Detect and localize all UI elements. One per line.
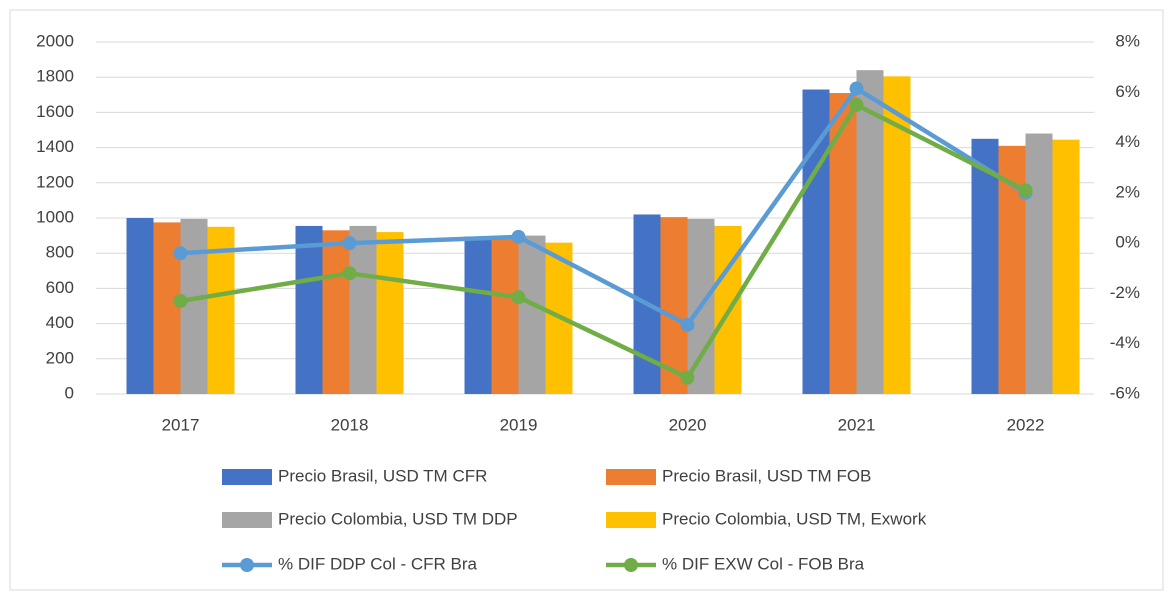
y2-tick-label: -2% bbox=[1110, 283, 1140, 302]
y2-tick-label: -4% bbox=[1110, 333, 1140, 352]
line-marker bbox=[849, 81, 864, 96]
bar bbox=[207, 226, 235, 394]
y2-tick-label: 4% bbox=[1115, 132, 1140, 151]
y-tick-label: 2000 bbox=[36, 31, 74, 50]
bar bbox=[491, 239, 519, 394]
y-tick-label: 0 bbox=[65, 383, 74, 402]
line bbox=[180, 102, 1027, 380]
y-tick-label: 1600 bbox=[36, 102, 74, 121]
x-tick-label: 2021 bbox=[838, 415, 876, 434]
y-tick-label: 600 bbox=[46, 278, 74, 297]
bar bbox=[376, 232, 404, 394]
bar bbox=[322, 230, 350, 394]
line-marker bbox=[849, 97, 864, 112]
legend-label: Precio Colombia, USD TM DDP bbox=[278, 509, 518, 528]
x-tick-label: 2022 bbox=[1007, 415, 1045, 434]
legend-label: Precio Brasil, USD TM FOB bbox=[662, 466, 871, 485]
bar bbox=[856, 70, 884, 394]
y-tick-label: 1000 bbox=[36, 207, 74, 226]
chart-border bbox=[9, 9, 1164, 591]
y2-tick-label: 0% bbox=[1115, 233, 1140, 252]
y-tick-label: 1200 bbox=[36, 172, 74, 191]
line-marker bbox=[173, 293, 188, 308]
bar bbox=[971, 138, 999, 394]
legend-swatch bbox=[606, 469, 656, 485]
line-marker bbox=[680, 317, 695, 332]
bar bbox=[464, 236, 492, 394]
x-tick-label: 2019 bbox=[500, 415, 538, 434]
y-tick-label: 1400 bbox=[36, 137, 74, 156]
line-marker bbox=[173, 246, 188, 261]
line-marker bbox=[342, 266, 357, 281]
y2-tick-label: 6% bbox=[1115, 82, 1140, 101]
x-tick-label: 2018 bbox=[331, 415, 369, 434]
legend-label: Precio Colombia, USD TM, Exwork bbox=[662, 509, 927, 528]
y2-tick-label: 8% bbox=[1115, 31, 1140, 50]
legend-label: Precio Brasil, USD TM CFR bbox=[278, 466, 487, 485]
legend-swatch bbox=[222, 469, 272, 485]
y2-tick-label: 2% bbox=[1115, 182, 1140, 201]
bar bbox=[518, 235, 546, 394]
y-tick-label: 1800 bbox=[36, 67, 74, 86]
line bbox=[180, 86, 1027, 328]
line-marker bbox=[511, 229, 526, 244]
bar bbox=[295, 225, 323, 394]
legend-label: % DIF EXW Col - FOB Bra bbox=[662, 554, 865, 573]
bar bbox=[802, 89, 830, 395]
bar bbox=[1052, 139, 1080, 394]
legend-swatch bbox=[240, 558, 254, 572]
bar bbox=[126, 218, 154, 394]
y-tick-label: 400 bbox=[46, 313, 74, 332]
line-marker bbox=[1018, 183, 1033, 198]
bar bbox=[1025, 133, 1053, 394]
line-marker bbox=[680, 370, 695, 385]
y-tick-label: 200 bbox=[46, 348, 74, 367]
y2-tick-label: -6% bbox=[1110, 383, 1140, 402]
line-marker bbox=[511, 290, 526, 305]
legend-swatch bbox=[606, 512, 656, 528]
legend-swatch bbox=[624, 558, 638, 572]
line-marker bbox=[342, 236, 357, 251]
y-tick-label: 800 bbox=[46, 243, 74, 262]
legend-label: % DIF DDP Col - CFR Bra bbox=[278, 554, 478, 573]
legend-swatch bbox=[222, 512, 272, 528]
x-tick-label: 2020 bbox=[669, 415, 707, 434]
bar bbox=[349, 225, 377, 394]
x-tick-label: 2017 bbox=[162, 415, 200, 434]
